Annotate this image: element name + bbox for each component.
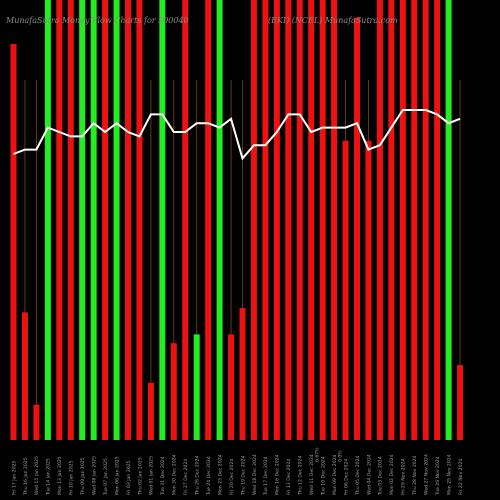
price-line: [13, 109, 461, 161]
x-tick-label: Tue 31 Dec 2024: [160, 456, 166, 496]
volume-bar: [44, 0, 51, 440]
x-tick-label: Tue 26 Nov 2024: [435, 456, 441, 496]
x-tick-label: Mon 25 Nov 2024: [446, 454, 452, 495]
volume-bar: [10, 44, 17, 440]
x-tick-label: Thu 12 Dec 2024: [298, 455, 304, 496]
volume-bar: [273, 0, 280, 440]
volume-bar: [296, 0, 303, 440]
volume-bar: [422, 0, 429, 440]
volume-bar: [262, 0, 269, 440]
volume-bar: [193, 334, 200, 440]
volume-bar: [21, 312, 28, 440]
volume-bar: [136, 0, 143, 440]
annotation-label: 6.67%: [314, 447, 320, 462]
chart-title-right: (EKI) (NCEL) MunafaSutra.com: [268, 16, 398, 25]
volume-bar: [90, 0, 97, 440]
volume-bar: [250, 0, 257, 440]
x-tick-label: Tue 17 Dec 2024: [263, 456, 269, 496]
x-tick-label: Tue 03 Dec 2024: [378, 456, 384, 496]
volume-bar: [67, 0, 74, 440]
x-tick-label: Thu 28 Nov 2024: [412, 455, 418, 496]
x-tick-label: Fri 27 Dec 2024: [183, 459, 189, 495]
x-tick-label: Fri 03 Jan 2025: [126, 460, 132, 495]
x-tick-label: Mon 02 Dec 2024: [389, 454, 395, 495]
x-tick-label: Fri 10 Jan 2025: [69, 460, 75, 495]
volume-bar: [182, 0, 189, 440]
x-tick-label: Wed 08 Jan 2025: [91, 456, 97, 495]
volume-bar: [331, 0, 338, 440]
annotation-label: 0.0%: [337, 450, 343, 462]
volume-bar: [319, 0, 326, 440]
volume-bar: [457, 365, 464, 440]
volume-bar: [342, 140, 349, 441]
x-tick-label: Thu 05 Dec 2024: [355, 455, 361, 496]
volume-bar: [170, 343, 177, 440]
x-tick-label: Wed 11 Dec 2024: [309, 454, 315, 495]
x-tick-label: Mon 16 Dec 2024: [275, 454, 281, 495]
volume-bar: [216, 0, 223, 440]
x-tick-label: Mon 13 Jan 2025: [57, 456, 63, 495]
volume-bar: [56, 0, 63, 440]
volume-bar: [388, 0, 395, 440]
x-tick-label: Tue 07 Jan 2025: [103, 458, 109, 496]
volume-bar: [434, 0, 441, 440]
x-tick-label: Fri 20 Dec 2024: [229, 459, 235, 495]
volume-bar: [354, 17, 360, 440]
volume-bar: [147, 382, 154, 440]
volume-bar: [79, 0, 86, 440]
x-tick-label: Fri 13 Dec 2024: [286, 459, 292, 495]
x-tick-label: Mon 09 Dec 2024: [332, 454, 338, 495]
volume-bar: [125, 0, 131, 440]
x-tick-label: Fri 17 Jan 2025: [11, 460, 17, 495]
x-tick-label: Thu 02 Jan 2025: [137, 457, 143, 496]
x-tick-label: Fri 22 Nov 2024: [458, 459, 464, 495]
volume-bar: [365, 140, 372, 441]
volume-bar: [239, 308, 246, 440]
x-tick-label: Mon 30 Dec 2024: [172, 454, 178, 495]
volume-bars: [10, 0, 464, 441]
annotations: 6.67% 0.0%: [314, 447, 343, 462]
x-tick-label: Fri 29 Nov 2024: [401, 459, 407, 495]
volume-bar: [411, 0, 418, 440]
volume-bar: [113, 0, 120, 440]
x-tick-label: Tue 10 Dec 2024: [320, 456, 326, 496]
x-tick-label: Wed 15 Jan 2025: [34, 456, 40, 495]
x-tick-label: Wed 04 Dec 2024: [366, 454, 372, 495]
x-tick-label: Tue 24 Dec 2024: [206, 456, 212, 496]
x-tick-label: Wed 27 Nov 2024: [424, 454, 430, 495]
volume-bar: [399, 0, 406, 440]
x-tick-label: Tue 14 Jan 2025: [46, 458, 52, 496]
x-tick-label: Mon 06 Jan 2025: [114, 456, 120, 495]
volume-bar: [376, 0, 383, 440]
x-tick-label: Fri 06 Dec 2024: [343, 459, 349, 495]
x-tick-label: Wed 18 Dec 2024: [252, 454, 258, 495]
x-tick-label: Mon 23 Dec 2024: [217, 454, 223, 495]
x-tick-label: Thu 16 Jan 2025: [23, 457, 29, 496]
x-tick-label: Thu 19 Dec 2024: [240, 455, 246, 496]
x-tick-label: Thu 26 Dec 2024: [195, 455, 201, 496]
volume-bar: [102, 0, 109, 440]
volume-bar: [285, 0, 292, 440]
volume-bar: [308, 0, 315, 440]
x-tick-label: Thu 09 Jan 2025: [80, 457, 86, 496]
volume-bar: [159, 0, 166, 440]
volume-bar: [205, 0, 212, 440]
chart-title-left: MunafaSutra Money Flow Charts for 500040: [5, 16, 189, 25]
volume-bar: [445, 0, 452, 440]
volume-bar: [228, 334, 235, 440]
volume-bar: [33, 404, 40, 440]
x-axis-labels: Fri 17 Jan 2025 Thu 16 Jan 2025 Wed 15 Jan…: [11, 454, 464, 496]
x-tick-label: Wed 01 Jan 2025: [149, 456, 155, 495]
